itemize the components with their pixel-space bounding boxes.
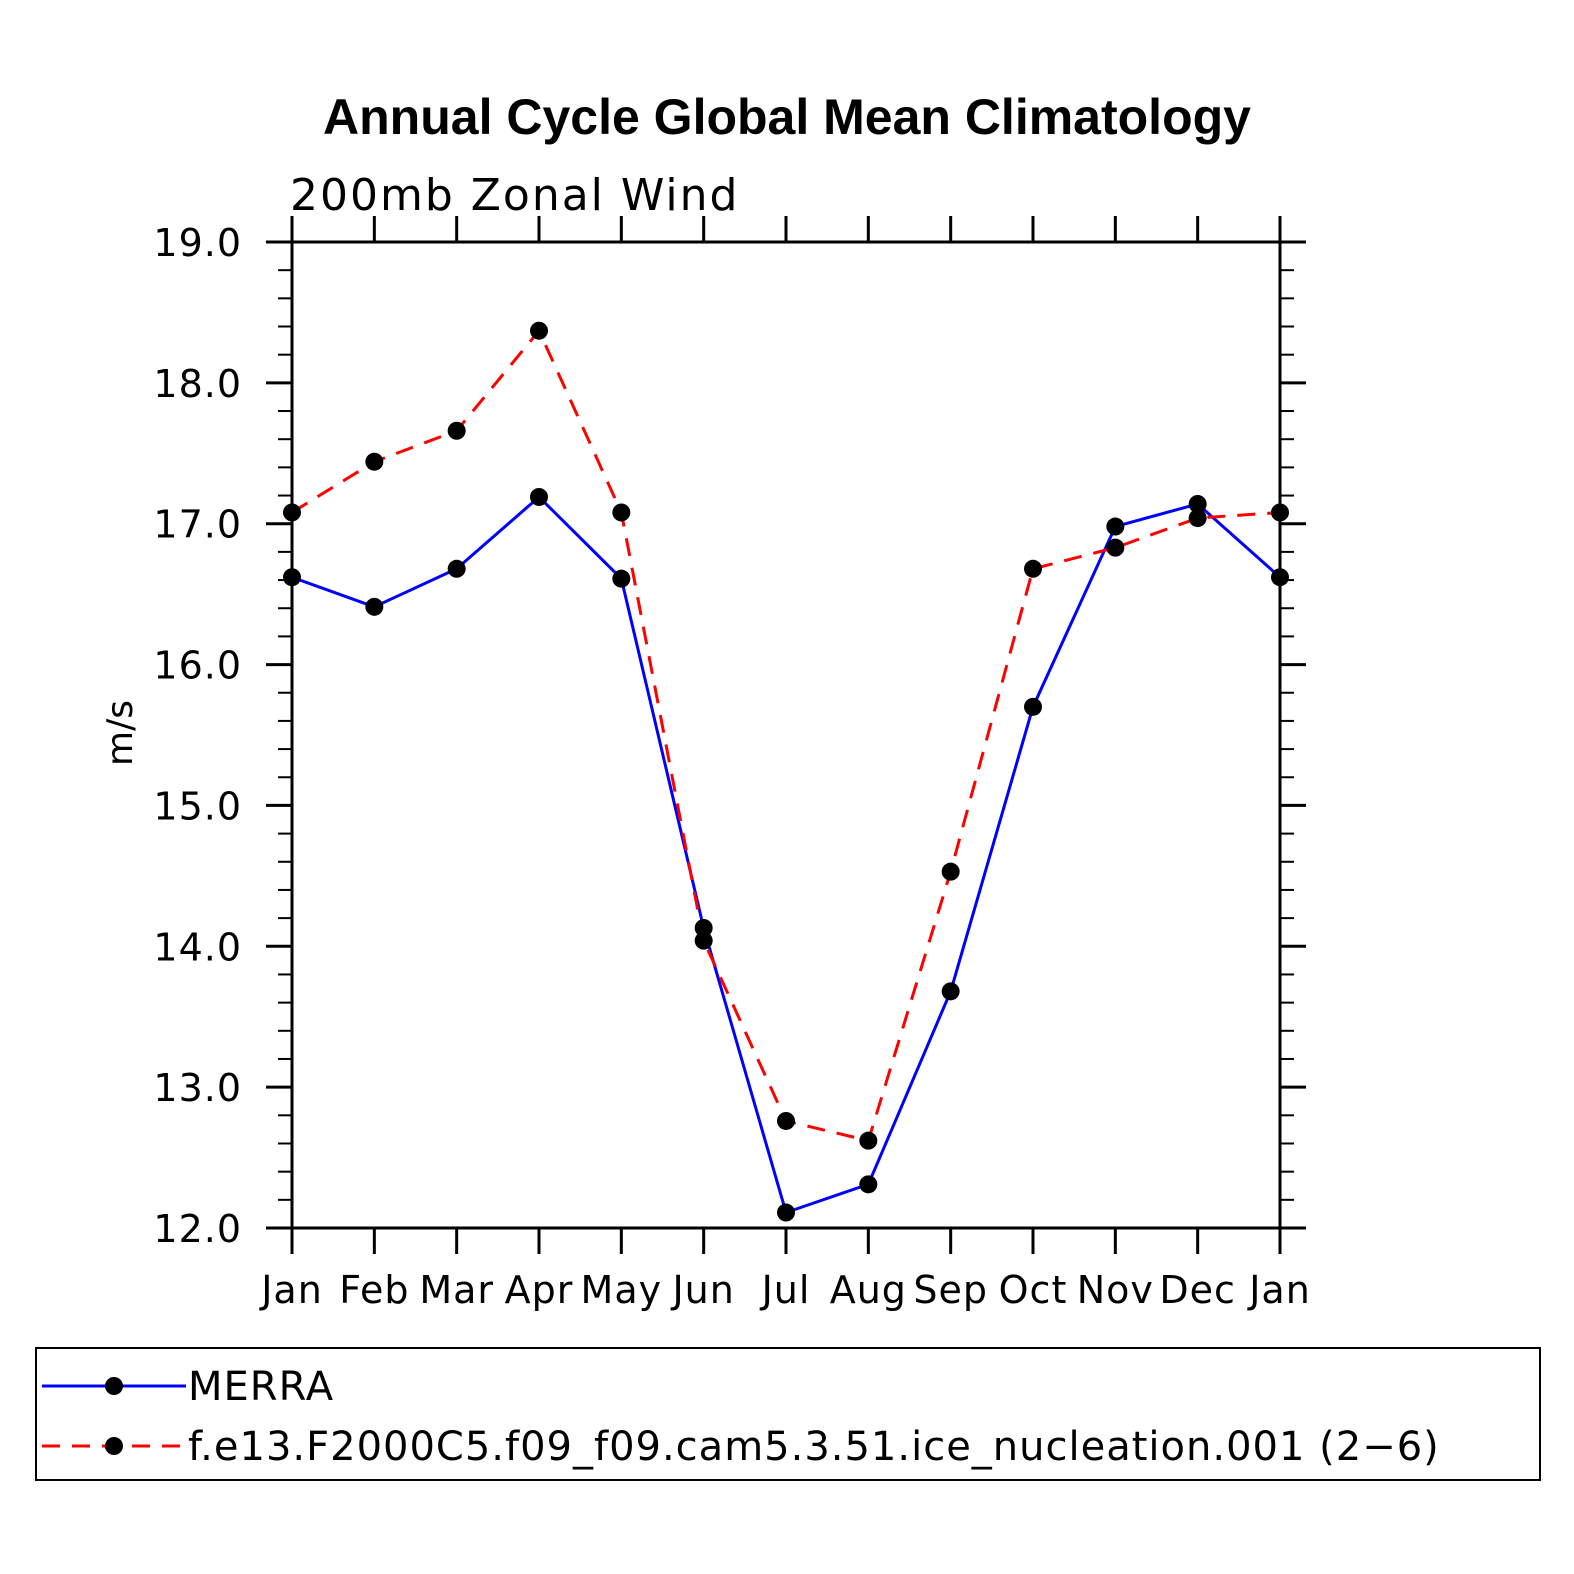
data-point — [1024, 559, 1042, 578]
data-point — [694, 918, 713, 937]
legend-marker — [105, 1437, 123, 1455]
y-tick-label: 13.0 — [153, 1066, 242, 1110]
data-point — [1271, 503, 1289, 522]
data-point — [283, 568, 301, 587]
legend: MERRA f.e13.F2000C5.f09_f09.cam5.3.51.ice… — [35, 1347, 1541, 1481]
data-point — [447, 421, 466, 440]
x-tick-label: Apr — [505, 1268, 574, 1312]
y-tick-label: 15.0 — [153, 784, 242, 828]
data-point — [1024, 697, 1042, 716]
x-tick-label: Mar — [419, 1268, 494, 1312]
y-tick-label: 12.0 — [153, 1207, 242, 1251]
y-tick-label: 19.0 — [153, 221, 242, 265]
series-markers-model — [283, 321, 1289, 1150]
data-point — [777, 1203, 795, 1222]
data-point — [941, 862, 960, 881]
y-tick-label: 18.0 — [153, 362, 242, 406]
data-point — [365, 597, 384, 616]
data-point — [694, 931, 713, 950]
legend-label: MERRA — [188, 1364, 334, 1410]
x-tick-label: Sep — [913, 1268, 988, 1312]
data-point — [941, 982, 960, 1001]
y-axis-label: m/s — [100, 700, 141, 766]
legend-marker — [105, 1377, 123, 1395]
x-tick-label: Jan — [1247, 1268, 1311, 1312]
x-tick-label: May — [581, 1268, 663, 1312]
data-point — [612, 503, 631, 522]
data-point — [859, 1131, 878, 1150]
chart-title: Annual Cycle Global Mean Climatology — [323, 89, 1251, 145]
y-tick-label: 17.0 — [153, 503, 242, 547]
data-point — [1271, 568, 1289, 587]
series-merra — [291, 494, 1281, 1215]
data-point — [777, 1111, 795, 1130]
x-tick-label: Oct — [999, 1268, 1068, 1312]
x-tick-label: Nov — [1077, 1268, 1154, 1312]
x-tick-label: Jun — [670, 1268, 734, 1312]
data-point — [283, 503, 301, 522]
legend-box — [35, 1347, 1541, 1481]
x-tick-label: Jul — [760, 1268, 811, 1312]
x-tick-label: Feb — [339, 1268, 409, 1312]
series-line — [291, 494, 1281, 1215]
series-model — [291, 327, 1281, 1143]
data-point — [530, 321, 548, 340]
data-point — [530, 487, 548, 506]
series-line — [291, 327, 1281, 1143]
data-point — [1106, 538, 1125, 557]
data-point — [1188, 494, 1207, 513]
series-markers-merra — [283, 487, 1289, 1222]
y-tick-label: 14.0 — [153, 925, 242, 969]
data-point — [1106, 517, 1125, 536]
data-point — [365, 452, 384, 471]
chart-subtitle: 200mb Zonal Wind — [290, 170, 739, 221]
x-tick-label: Aug — [830, 1268, 907, 1312]
data-point — [612, 569, 631, 588]
data-point — [859, 1175, 878, 1194]
series-layer — [283, 321, 1289, 1222]
data-point — [1188, 509, 1207, 528]
plot-frame — [290, 240, 1282, 1230]
legend-label: f.e13.F2000C5.f09_f09.cam5.3.51.ice_nucl… — [188, 1424, 1440, 1470]
data-point — [447, 559, 466, 578]
x-tick-label: Jan — [259, 1268, 323, 1312]
y-tick-label: 16.0 — [153, 644, 242, 688]
x-tick-label: Dec — [1159, 1268, 1236, 1312]
